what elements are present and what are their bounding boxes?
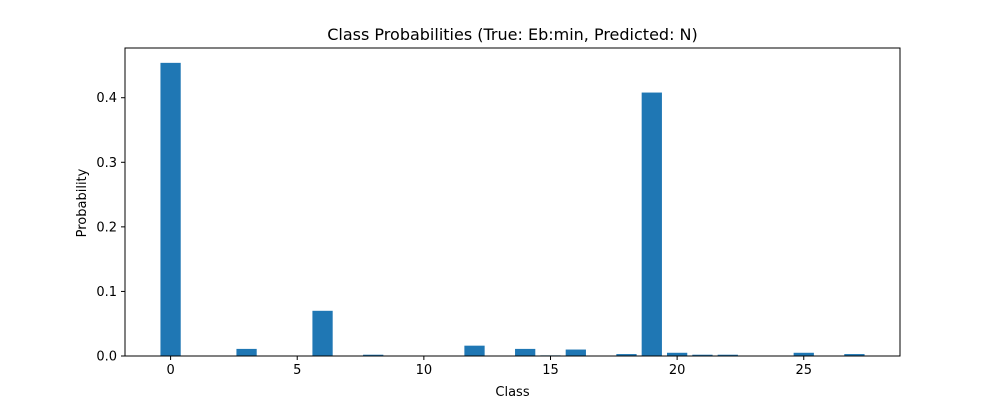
x-tick-label: 0 bbox=[166, 363, 174, 378]
bar-class-12 bbox=[464, 345, 485, 356]
x-axis: 0 5 10 15 20 25 bbox=[166, 356, 812, 378]
bar-class-18 bbox=[616, 354, 637, 356]
bar-class-14 bbox=[515, 348, 536, 356]
bar-class-16 bbox=[565, 349, 586, 356]
x-tick-label: 10 bbox=[416, 363, 433, 378]
y-tick-label: 0.2 bbox=[96, 220, 117, 235]
plot-frame bbox=[124, 47, 901, 357]
bar-series bbox=[160, 62, 865, 356]
bar-class-21 bbox=[692, 354, 713, 356]
x-tick-label: 15 bbox=[542, 363, 559, 378]
x-tick-label: 5 bbox=[293, 363, 301, 378]
x-tick-label: 20 bbox=[669, 363, 686, 378]
y-tick-label: 0.3 bbox=[96, 156, 117, 171]
y-tick-label: 0.1 bbox=[96, 285, 117, 300]
y-tick-label: 0.0 bbox=[96, 350, 117, 365]
y-axis-label: Probability bbox=[75, 168, 90, 237]
bar-class-3 bbox=[236, 348, 257, 356]
bar-class-8 bbox=[363, 354, 384, 356]
bar-class-20 bbox=[666, 352, 688, 356]
bar-class-27 bbox=[844, 354, 865, 356]
bar-class-19 bbox=[641, 92, 662, 356]
bar-class-22 bbox=[717, 354, 738, 356]
chart-title: Class Probabilities (True: Eb:min, Predi… bbox=[327, 25, 698, 44]
x-axis-label: Class bbox=[495, 385, 529, 400]
bar-class-6 bbox=[312, 310, 333, 356]
y-axis: 0.0 0.1 0.2 0.3 0.4 bbox=[96, 91, 125, 365]
bar-class-0 bbox=[160, 62, 181, 356]
bar-class-25 bbox=[793, 352, 814, 356]
x-tick-label: 25 bbox=[795, 363, 812, 378]
y-tick-label: 0.4 bbox=[96, 91, 117, 106]
